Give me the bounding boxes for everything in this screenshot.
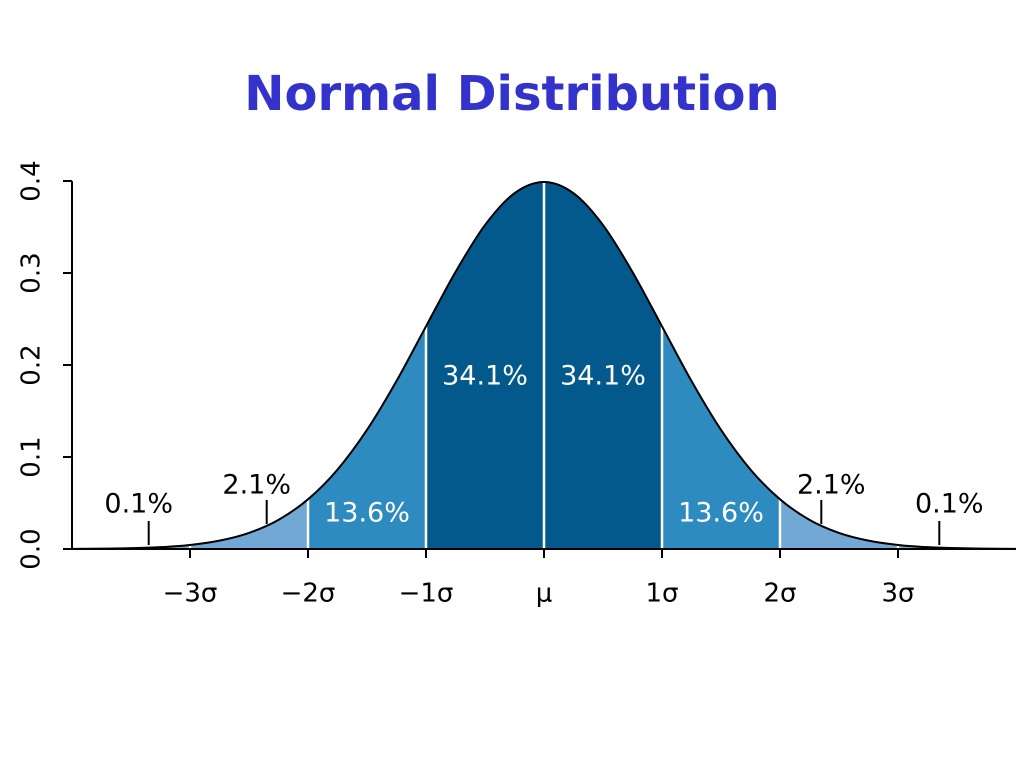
y-tick-label: 0.3 [17, 252, 47, 293]
band-label: 0.1% [104, 489, 173, 520]
x-tick-label: 2σ [763, 579, 796, 609]
band-label: 13.6% [324, 498, 410, 529]
y-tick-label: 0.4 [17, 160, 47, 201]
band-label: 34.1% [442, 361, 528, 392]
y-tick-label: 0.2 [17, 344, 47, 385]
y-tick-label: 0.1 [17, 436, 47, 477]
band-label: 0.1% [915, 489, 984, 520]
density-curve [71, 181, 1017, 550]
band-area [780, 499, 898, 549]
y-tick-label: 0.0 [17, 528, 47, 569]
x-tick-label: −3σ [163, 579, 218, 609]
band-label: 34.1% [560, 361, 646, 392]
x-tick-label: −1σ [399, 579, 454, 609]
band-label: 2.1% [222, 470, 291, 501]
x-tick-label: μ [536, 579, 553, 609]
band-label: 2.1% [797, 470, 866, 501]
band-label: 13.6% [678, 498, 764, 529]
x-tick-label: −2σ [281, 579, 336, 609]
x-tick-label: 3σ [881, 579, 914, 609]
chart-title: Normal Distribution [244, 66, 779, 122]
x-tick-label: 1σ [645, 579, 678, 609]
band-area [190, 499, 308, 549]
